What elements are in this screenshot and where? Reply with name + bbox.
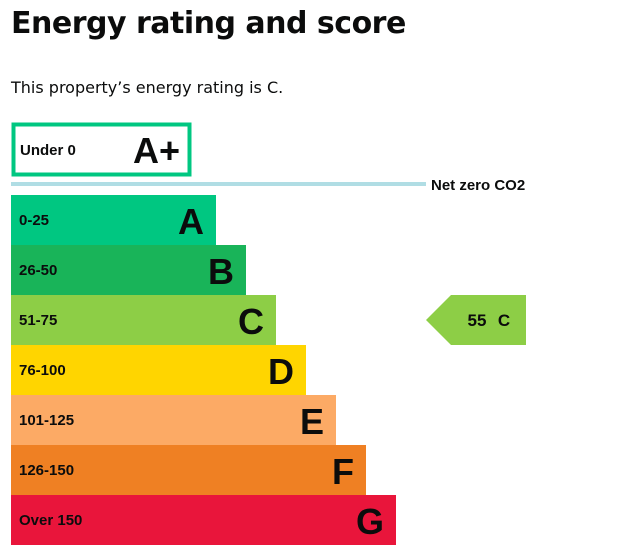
band-a-plus-range-label: Under 0	[20, 142, 76, 159]
current-rating-letter: C	[498, 311, 510, 330]
band-a-bar	[11, 195, 216, 245]
band-g-bar	[11, 495, 396, 545]
band-a-plus-box	[11, 122, 192, 177]
band-b-range-label: 26-50	[19, 262, 57, 279]
band-e-bar	[11, 395, 336, 445]
current-score: 55	[468, 311, 487, 330]
band-a-plus-letter: A+	[133, 130, 180, 171]
current-rating-marker	[426, 295, 526, 345]
band-a-range-label: 0-25	[19, 212, 49, 229]
band-c-bar	[11, 295, 276, 345]
band-c-letter: C	[238, 301, 264, 342]
band-b-bar	[11, 245, 246, 295]
energy-rating-chart: Under 0 A+ Net zero CO2 0-25 A 26-50 B 51-75 C 76…	[11, 122, 526, 545]
rating-summary: This property’s energy rating is C.	[11, 78, 284, 97]
band-c-range-label: 51-75	[19, 312, 57, 329]
page-title: Energy rating and score	[11, 6, 406, 41]
band-d-range-label: 76-100	[19, 362, 66, 379]
band-d-letter: D	[268, 351, 294, 392]
band-b-letter: B	[208, 251, 234, 292]
band-a-letter: A	[178, 201, 204, 242]
band-d-bar	[11, 345, 306, 395]
band-e-letter: E	[300, 401, 324, 442]
net-zero-line	[11, 182, 426, 186]
net-zero-label: Net zero CO2	[431, 177, 525, 194]
band-f-letter: F	[332, 451, 354, 492]
band-f-bar	[11, 445, 366, 495]
band-g-range-label: Over 150	[19, 512, 82, 529]
band-f-range-label: 126-150	[19, 462, 74, 479]
band-g-letter: G	[356, 501, 384, 542]
band-e-range-label: 101-125	[19, 412, 74, 429]
